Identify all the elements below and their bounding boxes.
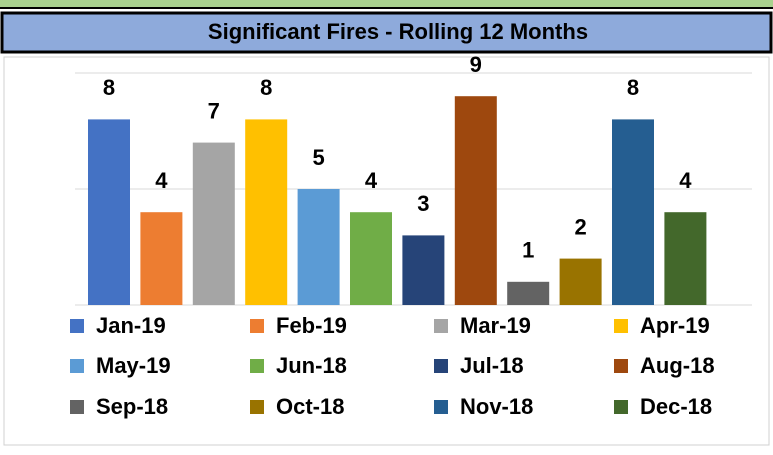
legend-label: Jul-18 [460, 353, 524, 378]
legend-label: Feb-19 [276, 313, 347, 338]
legend-swatch [614, 400, 628, 414]
bar [297, 189, 340, 305]
legend-label: Aug-18 [640, 353, 715, 378]
legend-swatch [70, 359, 84, 373]
legend-swatch [434, 319, 448, 333]
legend-swatch [434, 400, 448, 414]
legend-swatch [70, 400, 84, 414]
data-label: 1 [522, 238, 534, 263]
legend-swatch [70, 319, 84, 333]
header-band [0, 11, 773, 54]
bar [350, 212, 392, 305]
legend-label: Jun-18 [276, 353, 347, 378]
legend-swatch [614, 359, 628, 373]
legend-label: Dec-18 [640, 394, 712, 419]
legend-swatch [614, 319, 628, 333]
legend-label: May-19 [96, 353, 171, 378]
data-label: 7 [208, 98, 220, 123]
data-label: 2 [574, 214, 586, 239]
bar [507, 281, 550, 305]
chart-title: Significant Fires - Rolling 12 Months [208, 19, 588, 44]
data-label: 8 [103, 75, 115, 100]
bar [88, 119, 130, 306]
bar [454, 96, 497, 305]
legend-label: Oct-18 [276, 394, 344, 419]
bar [140, 212, 183, 305]
legend-label: Sep-18 [96, 394, 168, 419]
legend-swatch [250, 400, 264, 414]
legend-swatch [250, 319, 264, 333]
bar [192, 142, 235, 305]
data-label: 8 [627, 75, 639, 100]
data-label: 4 [365, 168, 378, 193]
data-label: 5 [312, 145, 324, 170]
legend-swatch [434, 359, 448, 373]
data-label: 9 [470, 52, 482, 77]
legend-label: Nov-18 [460, 394, 533, 419]
data-label: 8 [260, 75, 272, 100]
data-label: 4 [679, 168, 692, 193]
bar [402, 235, 445, 305]
bar [612, 119, 654, 306]
data-label: 3 [417, 191, 429, 216]
bar [245, 119, 288, 306]
legend-label: Apr-19 [640, 313, 710, 338]
bar [559, 258, 602, 305]
data-label: 4 [155, 168, 168, 193]
bar [664, 212, 707, 305]
legend-label: Jan-19 [96, 313, 166, 338]
legend-label: Mar-19 [460, 313, 531, 338]
legend-swatch [250, 359, 264, 373]
top-strip [0, 0, 773, 7]
